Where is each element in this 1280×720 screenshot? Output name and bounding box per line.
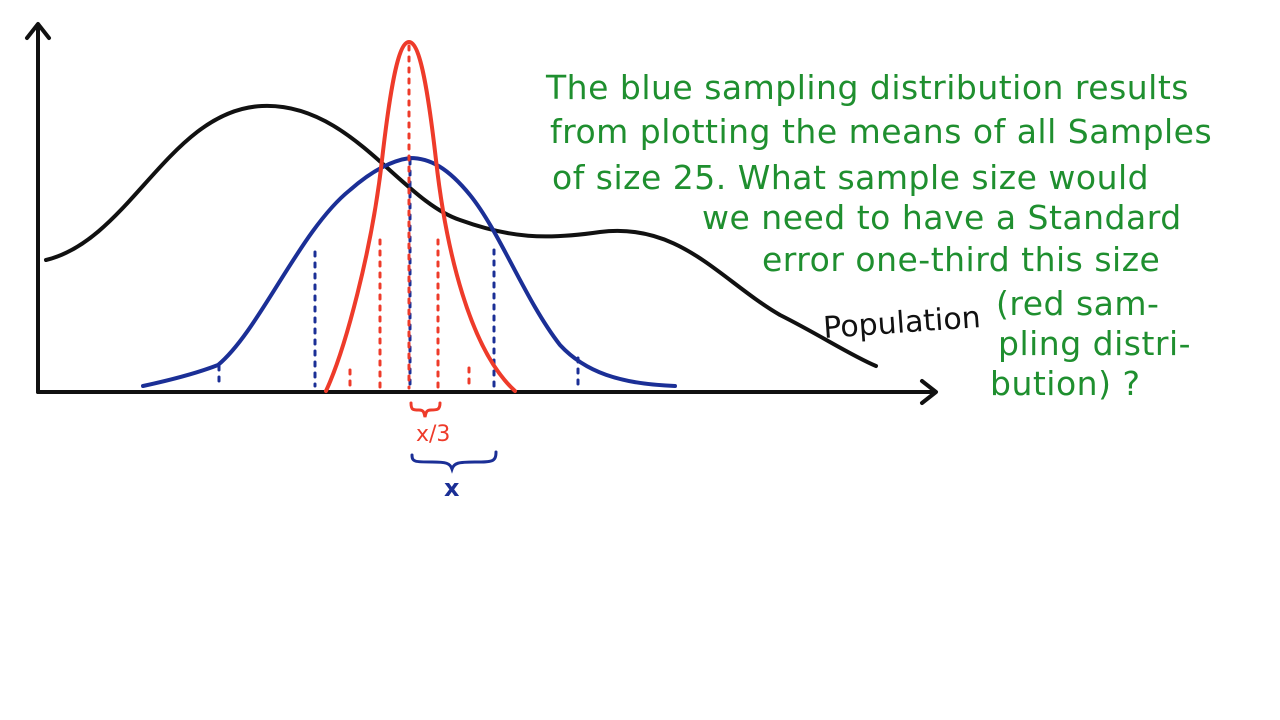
question-line: The blue sampling distribution results xyxy=(546,68,1189,107)
red-width-label: x/3 xyxy=(416,422,450,447)
question-line: error one-third this size xyxy=(762,240,1161,279)
red-dotted-lines xyxy=(348,44,471,390)
blue-width-brace xyxy=(410,450,498,474)
blue-width-label: x xyxy=(444,474,460,502)
population-curve xyxy=(44,103,878,368)
red-width-brace xyxy=(409,401,442,418)
red-sampling-distribution-curve xyxy=(324,39,517,393)
blue-dotted-lines xyxy=(217,158,580,390)
axes xyxy=(25,22,938,405)
question-line: (red sam- xyxy=(996,284,1160,323)
question-line: from plotting the means of all Samples xyxy=(550,112,1213,151)
question-line: we need to have a Standard xyxy=(702,198,1182,237)
question-line: of size 25. What sample size would xyxy=(552,158,1150,197)
question-line: pling distri- xyxy=(998,324,1192,363)
x-axis-arrowhead xyxy=(920,379,938,405)
question-line: bution) ? xyxy=(990,364,1141,403)
y-axis-arrowhead xyxy=(25,22,51,40)
population-label: Population xyxy=(822,300,982,346)
